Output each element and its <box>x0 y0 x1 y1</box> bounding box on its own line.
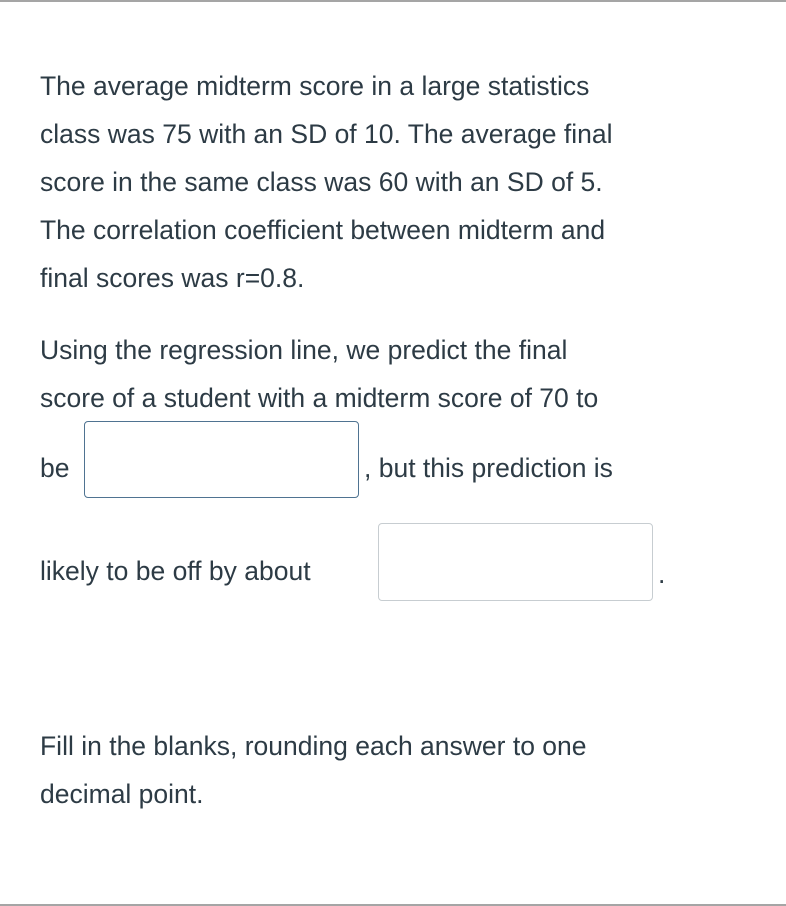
instructions-line: Fill in the blanks, rounding each answer… <box>40 731 587 761</box>
error-answer-input[interactable] <box>378 523 653 601</box>
question-text-line: The average midterm score in a large sta… <box>40 71 590 101</box>
question-text-line: score of a student with a midterm score … <box>40 383 599 413</box>
question-text-line: score in the same class was 60 with an S… <box>40 167 603 197</box>
blank2-suffix: . <box>658 559 666 589</box>
question-text-line: final scores was r=0.8. <box>40 263 305 293</box>
question-text-line: The correlation coefficient between midt… <box>40 215 606 245</box>
instructions-line: decimal point. <box>40 779 204 809</box>
blank1-suffix: , but this prediction is <box>364 453 613 483</box>
top-divider <box>0 0 786 2</box>
prediction-answer-input[interactable] <box>84 421 359 498</box>
question-text-line: Using the regression line, we predict th… <box>40 335 568 365</box>
blank2-prefix: likely to be off by about <box>40 556 311 586</box>
blank1-prefix: be <box>40 453 70 483</box>
bottom-divider <box>0 904 786 906</box>
question-text-line: class was 75 with an SD of 10. The avera… <box>40 119 613 149</box>
